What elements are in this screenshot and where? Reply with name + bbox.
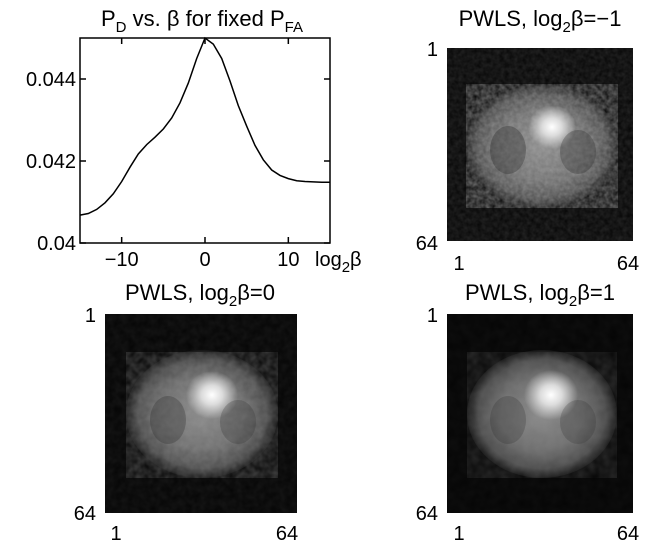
y-tick-label: 64	[416, 503, 438, 525]
image-title: PWLS, log2β=0	[125, 280, 275, 310]
x-tick-label: 1	[110, 523, 121, 543]
x-tick-label: 64	[617, 523, 639, 543]
image-title: PWLS, log2β=−1	[459, 6, 622, 36]
x-tick-label: 1	[453, 523, 464, 543]
x-tick-label: 64	[276, 523, 298, 543]
y-tick-label: 0.04	[37, 233, 76, 255]
y-axis: 0.04 0.042 0.044	[26, 69, 330, 255]
chart-title: PD vs. β for fixed PFA	[101, 6, 303, 36]
y-tick-label: 1	[427, 39, 438, 61]
image-title: PWLS, log2β=1	[465, 280, 615, 310]
y-tick-label: 0.044	[26, 69, 76, 91]
image-content	[105, 314, 297, 513]
line-chart: PD vs. β for fixed PFA 0.04 0.042 0.044 −1…	[26, 6, 362, 276]
y-tick-label: 1	[85, 305, 96, 327]
x-axis: −10 0 10	[105, 38, 299, 271]
y-tick-label: 0.042	[26, 151, 76, 173]
image-panel-beta-minus-1: PWLS, log2β=−1 1 64 1 64	[416, 6, 639, 275]
y-tick-label: 1	[427, 305, 438, 327]
image-panel-beta-1: PWLS, log2β=1 1 64 1 64	[416, 280, 639, 543]
x-tick-label: −10	[105, 249, 139, 271]
y-tick-label: 64	[416, 233, 438, 255]
plot-area	[79, 37, 331, 244]
x-tick-label: 64	[617, 253, 639, 275]
image-panel-beta-0: PWLS, log2β=0 1 64 1 64	[74, 280, 298, 543]
image-content	[447, 48, 633, 241]
x-tick-label: 0	[199, 249, 210, 271]
x-axis-label: log2β	[315, 249, 362, 276]
series-line	[79, 36, 330, 216]
image-content	[447, 314, 633, 513]
x-tick-label: 1	[453, 253, 464, 275]
y-tick-label: 64	[74, 503, 96, 525]
x-tick-label: 10	[277, 249, 299, 271]
